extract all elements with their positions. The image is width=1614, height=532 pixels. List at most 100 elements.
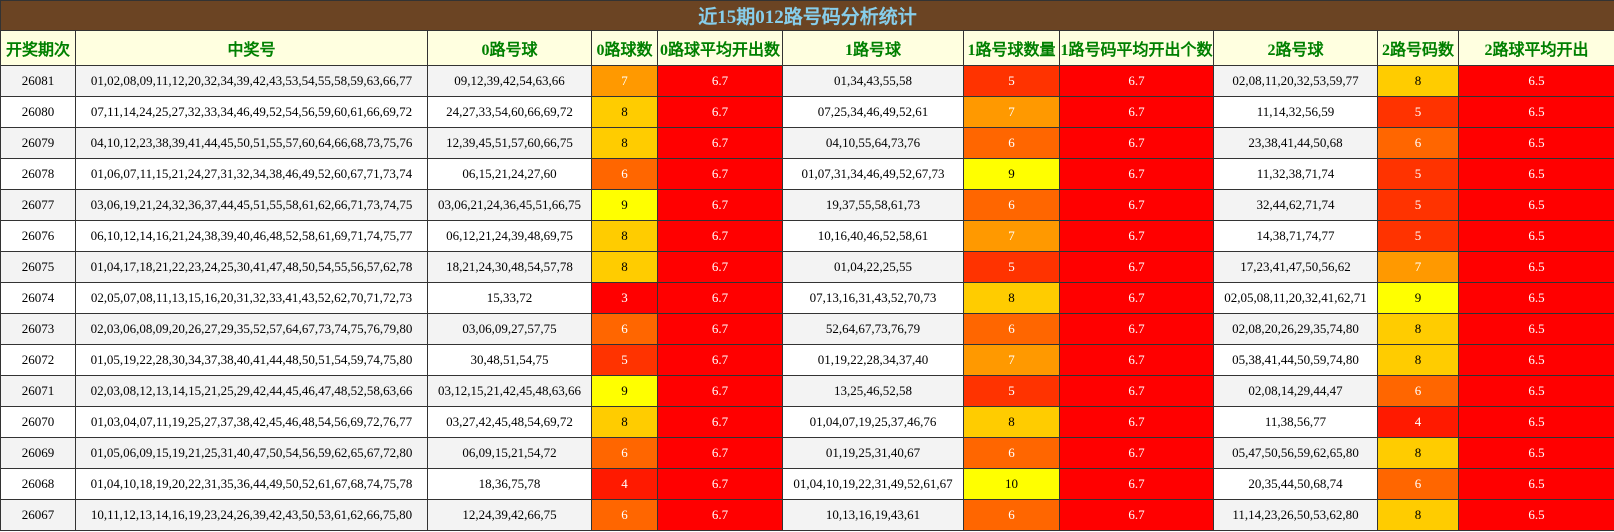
r2-count-cell: 8	[1377, 499, 1459, 531]
r1-count-cell: 9	[963, 158, 1060, 190]
r0-count-cell: 3	[591, 282, 658, 314]
r0-count-cell: 8	[591, 251, 658, 283]
r1-avg-cell: 6.7	[1059, 344, 1214, 376]
r0-avg-cell: 6.7	[657, 96, 783, 128]
r1-avg-cell: 6.7	[1059, 127, 1214, 159]
r2-balls-cell: 11,32,38,71,74	[1213, 158, 1378, 190]
r0-avg-cell: 6.7	[657, 127, 783, 159]
header-numbers: 中奖号	[75, 30, 428, 66]
header-r2-balls: 2路号球	[1213, 30, 1378, 66]
r0-count-cell: 4	[591, 468, 658, 500]
table-row: 26072 01,05,19,22,28,30,34,37,38,40,41,44…	[0, 344, 1614, 376]
r2-balls-cell: 05,47,50,56,59,62,65,80	[1213, 437, 1378, 469]
r2-balls-cell: 02,08,14,29,44,47	[1213, 375, 1378, 407]
r0-count-cell: 9	[591, 189, 658, 221]
r2-balls-cell: 11,14,32,56,59	[1213, 96, 1378, 128]
r2-count-cell: 5	[1377, 96, 1459, 128]
numbers-cell: 01,05,19,22,28,30,34,37,38,40,41,44,48,5…	[75, 344, 428, 376]
table-row: 26081 01,02,08,09,11,12,20,32,34,39,42,43…	[0, 65, 1614, 97]
r0-balls-cell: 12,24,39,42,66,75	[427, 499, 592, 531]
r0-balls-cell: 06,09,15,21,54,72	[427, 437, 592, 469]
r2-count-cell: 9	[1377, 282, 1459, 314]
r2-count-cell: 6	[1377, 468, 1459, 500]
r1-count-cell: 6	[963, 499, 1060, 531]
period-cell: 26069	[0, 437, 76, 469]
numbers-cell: 02,05,07,08,11,13,15,16,20,31,32,33,41,4…	[75, 282, 428, 314]
period-cell: 26074	[0, 282, 76, 314]
r2-count-cell: 5	[1377, 220, 1459, 252]
r2-balls-cell: 11,14,23,26,50,53,62,80	[1213, 499, 1378, 531]
r2-count-cell: 8	[1377, 65, 1459, 97]
table-row: 26076 06,10,12,14,16,21,24,38,39,40,46,48…	[0, 220, 1614, 252]
r2-balls-cell: 11,38,56,77	[1213, 406, 1378, 438]
r1-count-cell: 8	[963, 282, 1060, 314]
r1-balls-cell: 52,64,67,73,76,79	[782, 313, 964, 345]
r0-avg-cell: 6.7	[657, 158, 783, 190]
r0-balls-cell: 15,33,72	[427, 282, 592, 314]
r1-balls-cell: 10,16,40,46,52,58,61	[782, 220, 964, 252]
table-row: 26079 04,10,12,23,38,39,41,44,45,50,51,55…	[0, 127, 1614, 159]
table-row: 26070 01,03,04,07,11,19,25,27,37,38,42,45…	[0, 406, 1614, 438]
table-row: 26075 01,04,17,18,21,22,23,24,25,30,41,47…	[0, 251, 1614, 283]
r1-count-cell: 6	[963, 127, 1060, 159]
r0-avg-cell: 6.7	[657, 344, 783, 376]
r1-avg-cell: 6.7	[1059, 406, 1214, 438]
r1-avg-cell: 6.7	[1059, 437, 1214, 469]
r2-count-cell: 5	[1377, 158, 1459, 190]
numbers-cell: 01,06,07,11,15,21,24,27,31,32,34,38,46,4…	[75, 158, 428, 190]
r1-balls-cell: 10,13,16,19,43,61	[782, 499, 964, 531]
r2-count-cell: 6	[1377, 127, 1459, 159]
numbers-cell: 01,05,06,09,15,19,21,25,31,40,47,50,54,5…	[75, 437, 428, 469]
r0-avg-cell: 6.7	[657, 468, 783, 500]
r1-avg-cell: 6.7	[1059, 96, 1214, 128]
r0-count-cell: 8	[591, 96, 658, 128]
numbers-cell: 10,11,12,13,14,16,19,23,24,26,39,42,43,5…	[75, 499, 428, 531]
r1-count-cell: 7	[963, 220, 1060, 252]
header-r1-avg: 1路号码平均开出个数	[1059, 30, 1214, 66]
r1-avg-cell: 6.7	[1059, 468, 1214, 500]
r0-balls-cell: 09,12,39,42,54,63,66	[427, 65, 592, 97]
r0-balls-cell: 12,39,45,51,57,60,66,75	[427, 127, 592, 159]
r2-balls-cell: 32,44,62,71,74	[1213, 189, 1378, 221]
r0-avg-cell: 6.7	[657, 375, 783, 407]
r0-count-cell: 6	[591, 437, 658, 469]
r2-count-cell: 8	[1377, 313, 1459, 345]
r0-balls-cell: 06,15,21,24,27,60	[427, 158, 592, 190]
r1-avg-cell: 6.7	[1059, 251, 1214, 283]
numbers-cell: 02,03,08,12,13,14,15,21,25,29,42,44,45,4…	[75, 375, 428, 407]
header-r1-count: 1路号球数量	[963, 30, 1060, 66]
r2-balls-cell: 02,05,08,11,20,32,41,62,71	[1213, 282, 1378, 314]
numbers-cell: 01,04,17,18,21,22,23,24,25,30,41,47,48,5…	[75, 251, 428, 283]
r2-avg-cell: 6.5	[1457, 313, 1614, 345]
r1-count-cell: 6	[963, 313, 1060, 345]
r0-count-cell: 8	[591, 127, 658, 159]
r2-avg-cell: 6.5	[1457, 65, 1614, 97]
r1-avg-cell: 6.7	[1059, 189, 1214, 221]
period-cell: 26081	[0, 65, 76, 97]
r1-avg-cell: 6.7	[1059, 158, 1214, 190]
r1-balls-cell: 01,19,22,28,34,37,40	[782, 344, 964, 376]
r2-avg-cell: 6.5	[1457, 375, 1614, 407]
r0-count-cell: 8	[591, 406, 658, 438]
r0-count-cell: 8	[591, 220, 658, 252]
numbers-cell: 03,06,19,21,24,32,36,37,44,45,51,55,58,6…	[75, 189, 428, 221]
r2-avg-cell: 6.5	[1457, 189, 1614, 221]
r1-avg-cell: 6.7	[1059, 282, 1214, 314]
header-r0-avg: 0路球平均开出数	[657, 30, 783, 66]
r1-avg-cell: 6.7	[1059, 499, 1214, 531]
r1-count-cell: 7	[963, 344, 1060, 376]
r2-count-cell: 8	[1377, 437, 1459, 469]
header-r2-count: 2路号码数	[1377, 30, 1459, 66]
r1-balls-cell: 04,10,55,64,73,76	[782, 127, 964, 159]
r2-avg-cell: 6.5	[1457, 158, 1614, 190]
r0-avg-cell: 6.7	[657, 282, 783, 314]
r1-balls-cell: 07,13,16,31,43,52,70,73	[782, 282, 964, 314]
table-row: 26073 02,03,06,08,09,20,26,27,29,35,52,57…	[0, 313, 1614, 345]
r2-avg-cell: 6.5	[1457, 96, 1614, 128]
header-r0-count: 0路球数	[591, 30, 658, 66]
table-row: 26071 02,03,08,12,13,14,15,21,25,29,42,44…	[0, 375, 1614, 407]
r0-avg-cell: 6.7	[657, 437, 783, 469]
r1-avg-cell: 6.7	[1059, 313, 1214, 345]
header-r1-balls: 1路号球	[782, 30, 964, 66]
